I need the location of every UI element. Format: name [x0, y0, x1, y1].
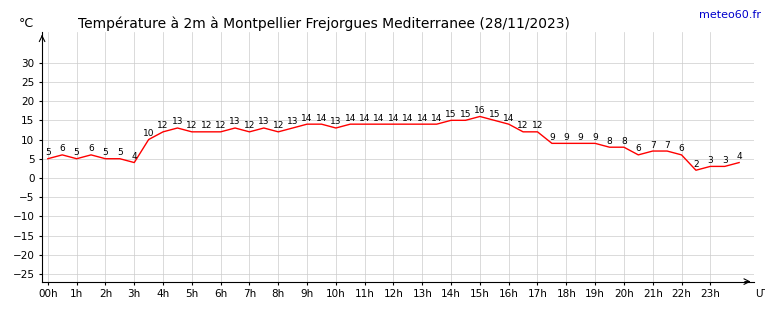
Text: 14: 14 [344, 114, 356, 123]
Text: 5: 5 [117, 148, 122, 157]
Text: 4: 4 [132, 152, 137, 161]
Text: 6: 6 [636, 144, 641, 153]
Text: 13: 13 [171, 117, 183, 126]
Text: 6: 6 [60, 144, 65, 153]
Text: 14: 14 [301, 114, 313, 123]
Text: 13: 13 [258, 117, 269, 126]
Text: 14: 14 [388, 114, 399, 123]
Text: 12: 12 [158, 121, 169, 130]
Text: UTC: UTC [755, 289, 765, 299]
Text: 10: 10 [143, 129, 155, 138]
Text: 5: 5 [103, 148, 109, 157]
Text: °C: °C [18, 17, 34, 30]
Text: 13: 13 [230, 117, 241, 126]
Text: 15: 15 [489, 110, 500, 119]
Text: 15: 15 [445, 110, 457, 119]
Text: 14: 14 [402, 114, 414, 123]
Text: 16: 16 [474, 106, 486, 115]
Text: 12: 12 [517, 121, 529, 130]
Text: Température à 2m à Montpellier Frejorgues Mediterranee (28/11/2023): Température à 2m à Montpellier Frejorgue… [78, 16, 569, 31]
Text: 12: 12 [186, 121, 197, 130]
Text: 6: 6 [88, 144, 94, 153]
Text: 5: 5 [45, 148, 50, 157]
Text: 9: 9 [578, 133, 584, 142]
Text: 9: 9 [564, 133, 569, 142]
Text: 8: 8 [621, 137, 627, 146]
Text: 14: 14 [431, 114, 442, 123]
Text: 9: 9 [592, 133, 598, 142]
Text: 12: 12 [272, 121, 284, 130]
Text: 7: 7 [664, 140, 670, 149]
Text: 15: 15 [460, 110, 471, 119]
Text: 12: 12 [532, 121, 543, 130]
Text: 14: 14 [417, 114, 428, 123]
Text: 5: 5 [73, 148, 80, 157]
Text: 14: 14 [503, 114, 514, 123]
Text: 12: 12 [200, 121, 212, 130]
Text: meteo60.fr: meteo60.fr [699, 10, 761, 20]
Text: 13: 13 [287, 117, 298, 126]
Text: 9: 9 [549, 133, 555, 142]
Text: 12: 12 [244, 121, 256, 130]
Text: 14: 14 [373, 114, 385, 123]
Text: 13: 13 [330, 117, 342, 126]
Text: 3: 3 [708, 156, 713, 165]
Text: 12: 12 [215, 121, 226, 130]
Text: 3: 3 [722, 156, 728, 165]
Text: 7: 7 [649, 140, 656, 149]
Text: 14: 14 [359, 114, 370, 123]
Text: 4: 4 [736, 152, 742, 161]
Text: 14: 14 [316, 114, 327, 123]
Text: 2: 2 [693, 160, 698, 169]
Text: 8: 8 [607, 137, 612, 146]
Text: 6: 6 [679, 144, 685, 153]
